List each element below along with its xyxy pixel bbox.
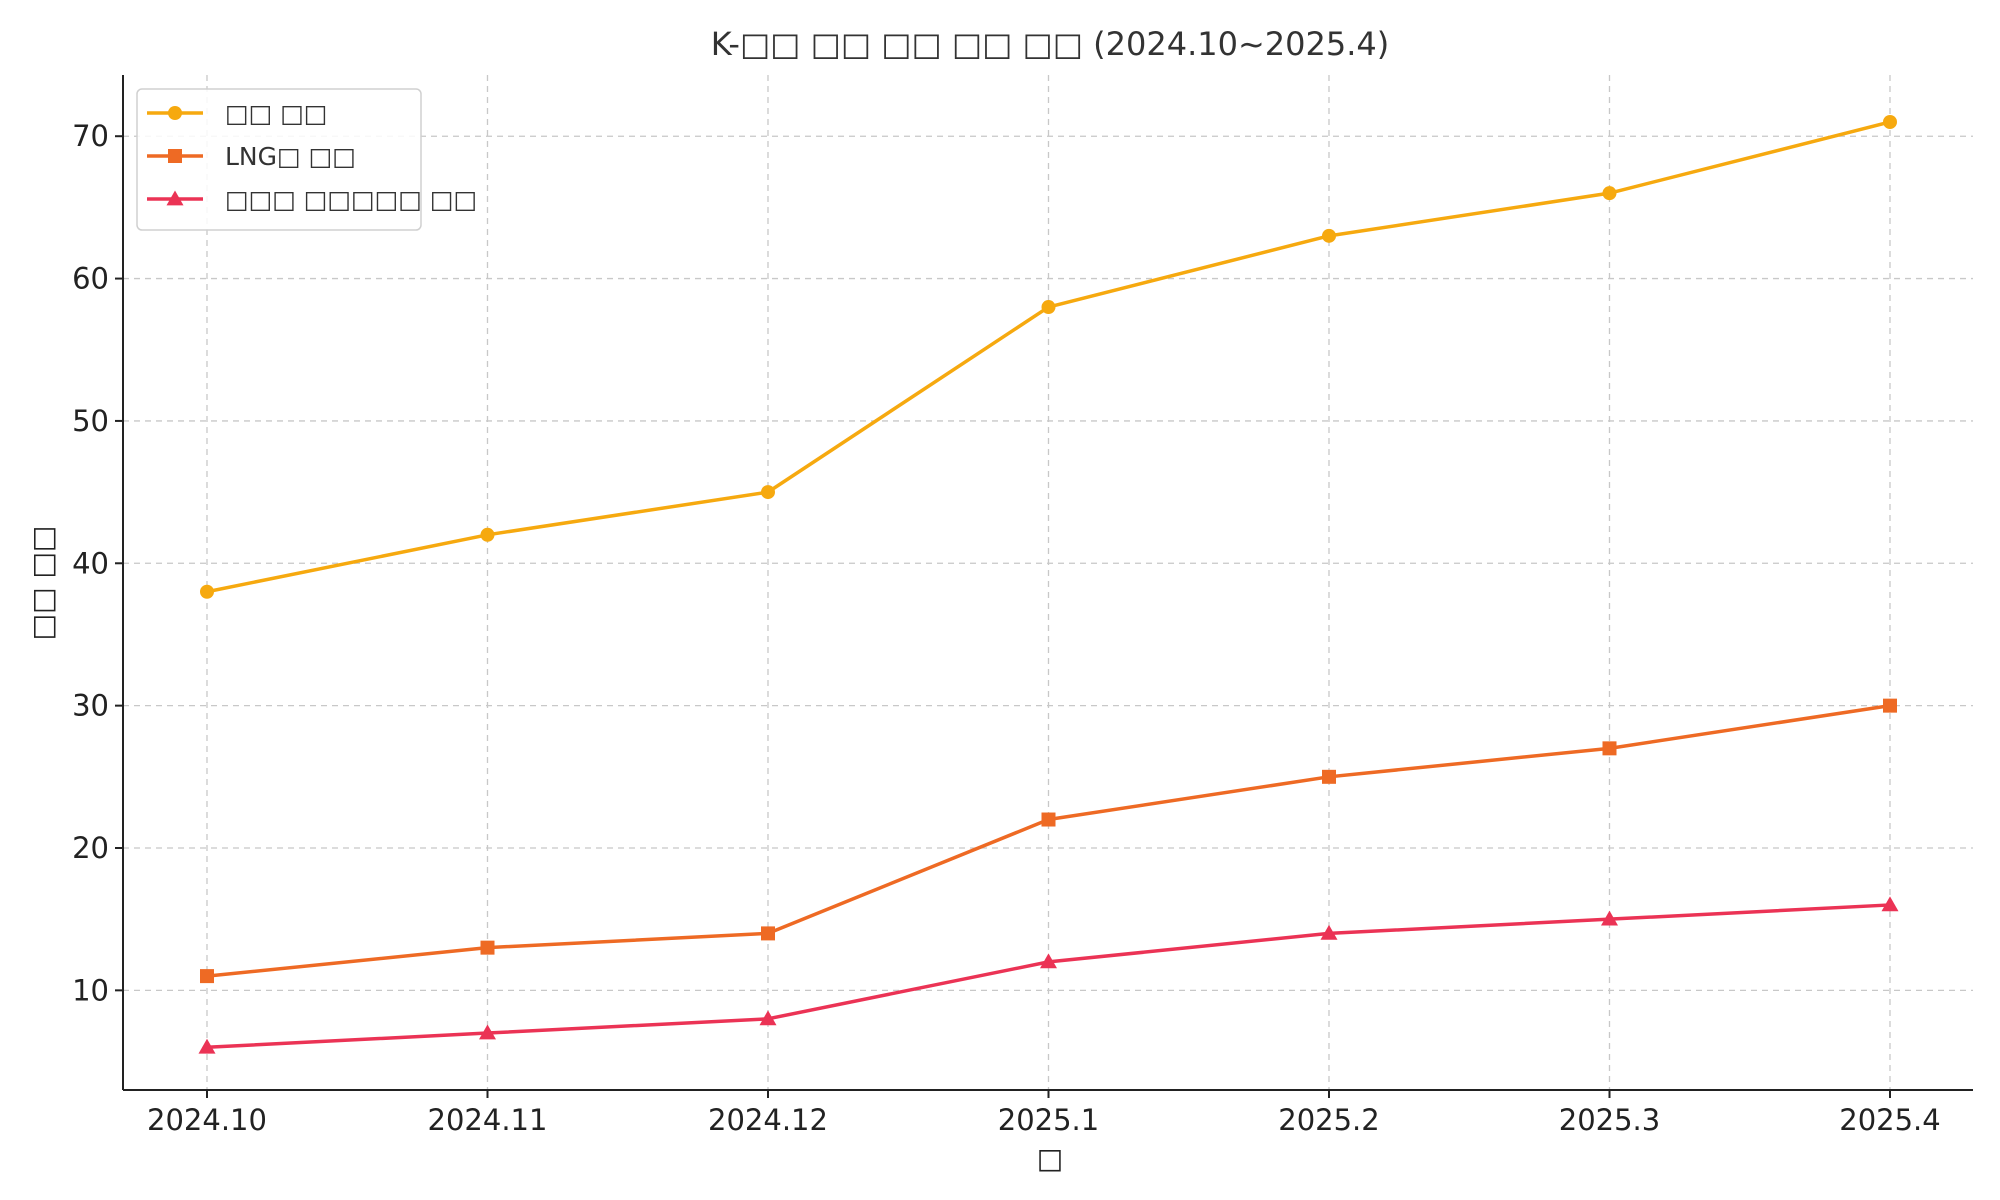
- y-tick-label: 40: [72, 546, 109, 580]
- x-tick-label: 2024.10: [147, 1103, 267, 1137]
- data-point: [1883, 114, 1897, 129]
- legend-marker: [166, 190, 184, 206]
- y-tick-label: 70: [72, 119, 109, 153]
- data-point: [1041, 812, 1056, 827]
- data-point: [198, 1038, 216, 1054]
- x-tick-label: 2025.3: [1559, 1103, 1660, 1137]
- data-point: [761, 485, 775, 500]
- legend-box: [136, 88, 422, 231]
- x-tick-label: 2025.1: [998, 1103, 1099, 1137]
- grid-lines: [123, 75, 1973, 1090]
- data-point: [1041, 300, 1056, 315]
- series-3: [198, 896, 1899, 1054]
- legend-item: LNG□ □□: [147, 142, 356, 171]
- data-point: [480, 940, 495, 955]
- data-point: [761, 926, 775, 941]
- x-tick-label: 2025.2: [1278, 1103, 1379, 1137]
- legend: □□ □□ LNG□ □□ □□□ □□□□□ □□: [136, 88, 477, 231]
- data-point: [1322, 228, 1336, 243]
- data-point: [200, 969, 214, 984]
- y-tick-label: 50: [72, 404, 109, 438]
- data-point: [1883, 698, 1897, 713]
- x-tick-label: 2024.11: [428, 1103, 548, 1137]
- data-point: [1881, 896, 1899, 912]
- series-1: [200, 114, 1897, 599]
- y-tick-label: 60: [72, 262, 109, 296]
- data-point: [1601, 910, 1618, 926]
- x-axis-label: □: [1037, 1142, 1063, 1175]
- data-point: [200, 584, 214, 599]
- legend-marker: [168, 106, 182, 120]
- data-point: [480, 527, 495, 542]
- legend-item: □□ □□: [147, 99, 327, 128]
- data-point: [1602, 741, 1617, 756]
- axes: 2024.10 2024.11 2024.12 2025.1 2025.2 2025.3 2…: [72, 75, 1973, 1137]
- x-tick-label: 2025.4: [1839, 1103, 1940, 1137]
- y-tick-label: 30: [72, 689, 109, 723]
- y-tick-label: 20: [72, 831, 109, 865]
- data-point: [1322, 769, 1336, 784]
- data-point: [1602, 186, 1617, 201]
- data-point: [479, 1024, 496, 1040]
- data-point: [1320, 924, 1338, 940]
- legend-item: □□□ □□□□□ □□: [147, 185, 477, 214]
- data-point: [759, 1010, 777, 1026]
- y-axis-label: □□ □□: [26, 526, 59, 641]
- legend-label: □□□ □□□□□ □□: [225, 185, 477, 214]
- data-point: [1040, 953, 1057, 969]
- legend-label: LNG□ □□: [225, 142, 356, 171]
- chart-title: K-□□ □□ □□ □□ □□ (2024.10~2025.4): [711, 25, 1389, 63]
- legend-marker: [168, 149, 182, 163]
- legend-label: □□ □□: [225, 99, 327, 128]
- y-tick-label: 10: [72, 973, 109, 1007]
- x-tick-label: 2024.12: [708, 1103, 828, 1137]
- series-layer: [198, 114, 1899, 1054]
- series-2: [200, 698, 1897, 984]
